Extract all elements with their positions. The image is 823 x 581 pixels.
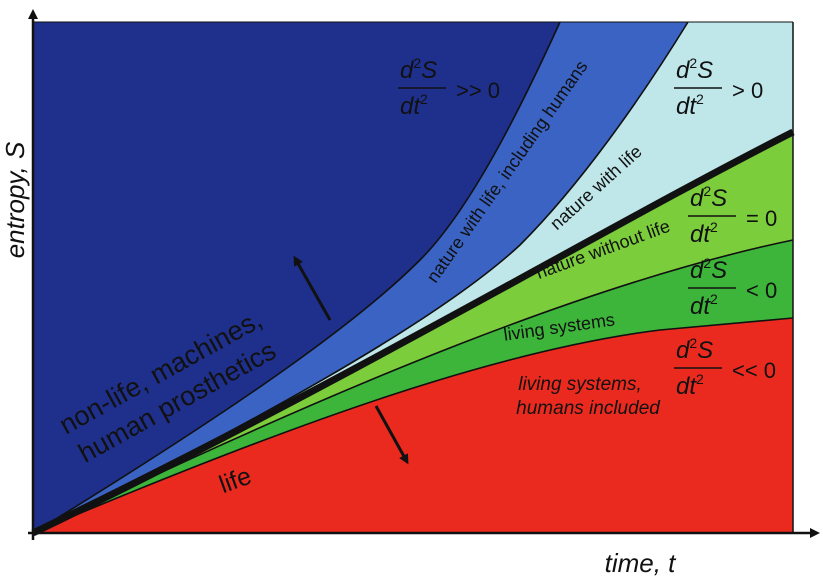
svg-text:> 0: > 0 (732, 78, 763, 103)
formula-greater: d2S dt2 > 0 (674, 55, 763, 120)
formula-equal: d2S dt2 = 0 (688, 183, 777, 248)
living-systems-humans-label-1: living systems, (518, 374, 642, 395)
svg-text:d2S: d2S (400, 55, 437, 84)
region-non-life (33, 22, 560, 533)
svg-text:dt2: dt2 (690, 291, 718, 320)
x-axis-label: time, t (605, 548, 678, 578)
formula-much-greater: d2S dt2 >> 0 (398, 55, 500, 120)
svg-text:>> 0: >> 0 (456, 78, 500, 103)
svg-text:d2S: d2S (690, 255, 727, 284)
boundary-line-1 (32, 21, 561, 534)
living-systems-humans-label-2: humans included (516, 398, 661, 419)
boundary-line-5 (32, 317, 794, 534)
formula-less: d2S dt2 < 0 (688, 255, 777, 320)
up-arrow (293, 255, 332, 321)
region-nature-with-life-humans (33, 22, 688, 533)
y-axis-label: entropy, S (0, 141, 30, 258)
region-living-systems (33, 240, 793, 533)
svg-text:dt2: dt2 (676, 91, 704, 120)
region-life (33, 318, 793, 533)
svg-text:< 0: < 0 (746, 278, 777, 303)
svg-text:<< 0: << 0 (732, 358, 776, 383)
svg-text:dt2: dt2 (676, 371, 704, 400)
svg-text:dt2: dt2 (400, 91, 428, 120)
formula-much-less: d2S dt2 << 0 (674, 335, 776, 400)
down-arrow (374, 405, 409, 465)
svg-text:d2S: d2S (676, 335, 713, 364)
region-nature-with-life (33, 22, 793, 533)
boundary-line-4 (32, 239, 794, 534)
svg-text:d2S: d2S (676, 55, 713, 84)
boundary-line-3 (31, 128, 795, 537)
svg-text:d2S: d2S (690, 183, 727, 212)
svg-text:dt2: dt2 (690, 219, 718, 248)
svg-text:= 0: = 0 (746, 206, 777, 231)
